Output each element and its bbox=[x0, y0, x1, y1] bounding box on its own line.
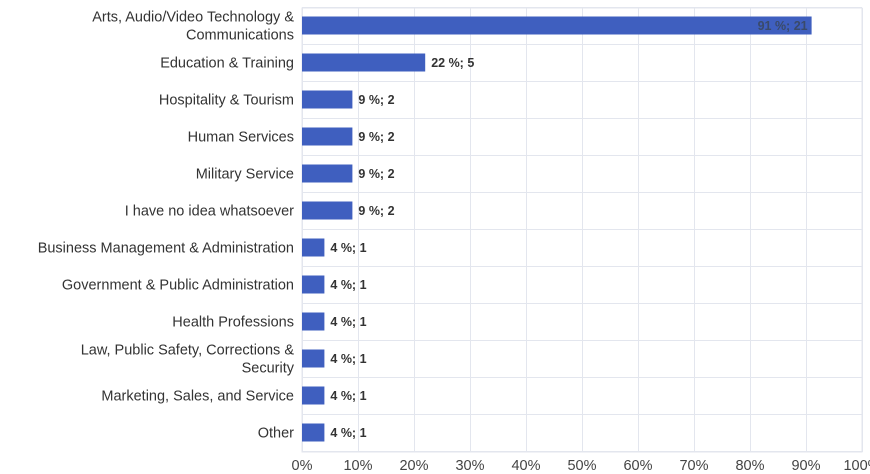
grid-lines bbox=[301, 7, 863, 453]
category-label: Government & Public Administration bbox=[62, 278, 294, 294]
category-label: Arts, Audio/Video Technology & bbox=[92, 10, 294, 26]
data-label: 4 %; 1 bbox=[330, 426, 366, 440]
bar bbox=[302, 164, 353, 183]
category-label: Business Management & Administration bbox=[38, 241, 294, 257]
bar bbox=[302, 201, 353, 220]
x-tick-label: 20% bbox=[399, 458, 428, 474]
category-label: Security bbox=[242, 361, 295, 377]
bar bbox=[302, 312, 325, 331]
bar bbox=[302, 238, 325, 257]
category-label: Law, Public Safety, Corrections & bbox=[81, 343, 295, 359]
category-label: Communications bbox=[186, 28, 294, 44]
bar bbox=[302, 127, 353, 146]
x-tick-label: 40% bbox=[511, 458, 540, 474]
category-label: Other bbox=[258, 426, 294, 442]
category-label: I have no idea whatsoever bbox=[125, 204, 294, 220]
x-tick-label: 30% bbox=[455, 458, 484, 474]
data-label: 4 %; 1 bbox=[330, 389, 366, 403]
bar bbox=[302, 423, 325, 442]
bar bbox=[302, 90, 353, 109]
x-tick-label: 80% bbox=[735, 458, 764, 474]
category-label: Health Professions bbox=[172, 315, 294, 331]
x-tick-label: 70% bbox=[679, 458, 708, 474]
data-label: 4 %; 1 bbox=[330, 352, 366, 366]
bar bbox=[302, 16, 812, 35]
bar bbox=[302, 386, 325, 405]
data-label: 9 %; 2 bbox=[358, 167, 394, 181]
category-label: Hospitality & Tourism bbox=[159, 93, 294, 109]
x-tick-label: 50% bbox=[567, 458, 596, 474]
x-tick-label: 10% bbox=[343, 458, 372, 474]
data-labels: 91 %; 21 22 %; 5 9 %; 2 9 %; 2 9 %; 2 9 %; 2 4… bbox=[330, 19, 807, 440]
data-label: 4 %; 1 bbox=[330, 278, 366, 292]
x-tick-label: 0% bbox=[292, 458, 313, 474]
category-label: Military Service bbox=[196, 167, 294, 183]
bar bbox=[302, 53, 426, 72]
data-label: 91 %; 21 bbox=[758, 19, 808, 33]
x-axis-tick-labels: 0% 10% 20% 30% 40% 50% 60% 70% 80% 90% 100% bbox=[292, 458, 870, 474]
category-label: Human Services bbox=[188, 130, 294, 146]
bar bbox=[302, 275, 325, 294]
bar bbox=[302, 349, 325, 368]
data-label: 4 %; 1 bbox=[330, 241, 366, 255]
category-label: Marketing, Sales, and Service bbox=[101, 389, 294, 405]
data-label: 9 %; 2 bbox=[358, 130, 394, 144]
data-label: 4 %; 1 bbox=[330, 315, 366, 329]
data-label: 9 %; 2 bbox=[358, 93, 394, 107]
bars-group bbox=[302, 16, 812, 442]
data-label: 22 %; 5 bbox=[431, 56, 474, 70]
data-label: 9 %; 2 bbox=[358, 204, 394, 218]
category-label: Education & Training bbox=[160, 56, 294, 72]
x-tick-label: 100% bbox=[843, 458, 870, 474]
x-tick-label: 60% bbox=[623, 458, 652, 474]
x-tick-label: 90% bbox=[791, 458, 820, 474]
category-labels: Arts, Audio/Video Technology & Communicat… bbox=[38, 10, 295, 442]
